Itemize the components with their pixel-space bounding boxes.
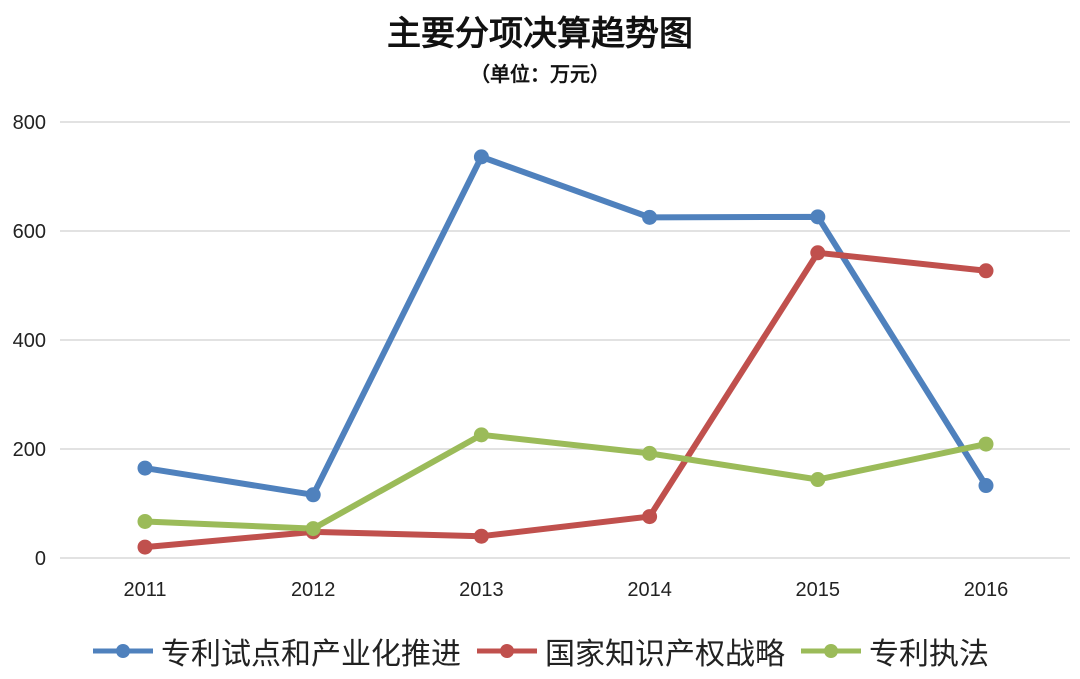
data-point	[978, 436, 994, 452]
data-point	[137, 539, 153, 555]
legend: 专利试点和产业化推进 国家知识产权战略 专利执法	[0, 626, 1080, 676]
legend-label: 国家知识产权战略	[545, 637, 785, 672]
legend-swatch	[477, 644, 537, 658]
data-point	[305, 487, 321, 503]
data-point	[978, 263, 994, 279]
data-point	[978, 478, 994, 494]
y-tick-label: 800	[13, 112, 46, 134]
x-tick-label: 2012	[291, 579, 336, 601]
y-tick-label: 200	[13, 439, 46, 461]
data-point	[642, 509, 658, 525]
y-tick-label: 400	[13, 330, 46, 352]
chart-title: 主要分项决算趋势图	[387, 14, 693, 54]
data-point	[305, 521, 321, 537]
chart-subtitle: （单位：万元）	[470, 62, 610, 86]
legend-label: 专利试点和产业化推进	[161, 637, 461, 672]
data-point	[473, 528, 489, 544]
data-point	[137, 460, 153, 476]
data-point	[642, 209, 658, 225]
data-point	[137, 513, 153, 529]
data-point	[810, 472, 826, 488]
x-tick-label: 2013	[459, 579, 504, 601]
legend-swatch	[801, 644, 861, 658]
legend-label: 专利执法	[869, 637, 989, 672]
x-tick-label: 2015	[796, 579, 841, 601]
legend-item: 专利执法	[799, 629, 989, 673]
series-line	[142, 153, 989, 498]
legend-swatch	[93, 644, 153, 658]
y-tick-label: 0	[35, 548, 46, 570]
legend-item: 专利试点和产业化推进	[91, 629, 461, 673]
data-point	[642, 445, 658, 461]
data-point	[473, 149, 489, 165]
legend-item: 国家知识产权战略	[475, 629, 785, 673]
data-point	[473, 427, 489, 443]
x-tick-label: 2014	[627, 579, 672, 601]
data-point	[810, 245, 826, 261]
x-tick-label: 2011	[123, 579, 166, 601]
series-line	[142, 249, 989, 551]
series-line	[142, 431, 989, 532]
y-tick-label: 600	[13, 221, 46, 243]
data-point	[810, 209, 826, 225]
x-tick-label: 2016	[964, 579, 1009, 601]
